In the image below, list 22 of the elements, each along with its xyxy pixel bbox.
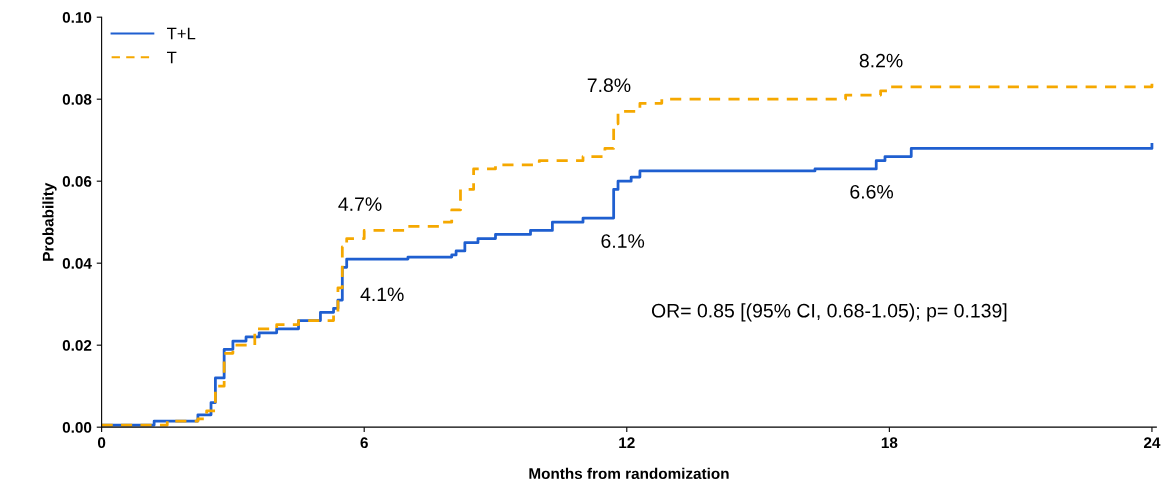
y-tick-label: 0.06 xyxy=(62,176,92,187)
x-tick-label: 6 xyxy=(360,437,368,449)
annotation: 6.6% xyxy=(850,184,894,199)
x-axis-title: Months from randomization xyxy=(529,467,729,480)
y-tick-label: 0.04 xyxy=(62,258,92,269)
annotation: 4.7% xyxy=(338,197,382,211)
y-tick-label: 0.08 xyxy=(62,94,92,105)
annotation: OR= 0.85 [(95% CI, 0.68-1.05); p= 0.139] xyxy=(651,303,1007,322)
annotation: 7.8% xyxy=(587,78,631,93)
x-tick-label: 18 xyxy=(881,437,898,449)
legend-label: T xyxy=(166,51,177,64)
y-tick-label: 0.00 xyxy=(62,422,92,433)
x-tick-label: 12 xyxy=(619,437,635,448)
x-tick-label: 24 xyxy=(1143,437,1161,448)
legend-label: T+L xyxy=(166,27,196,40)
y-axis-title: Probability xyxy=(42,182,57,261)
x-tick-label: 0 xyxy=(97,437,106,449)
annotation: 6.1% xyxy=(601,234,645,248)
y-tick-label: 0.02 xyxy=(62,340,92,351)
annotation: 4.1% xyxy=(360,287,404,302)
y-tick-label: 0.10 xyxy=(62,12,92,23)
annotation: 8.2% xyxy=(859,53,903,68)
